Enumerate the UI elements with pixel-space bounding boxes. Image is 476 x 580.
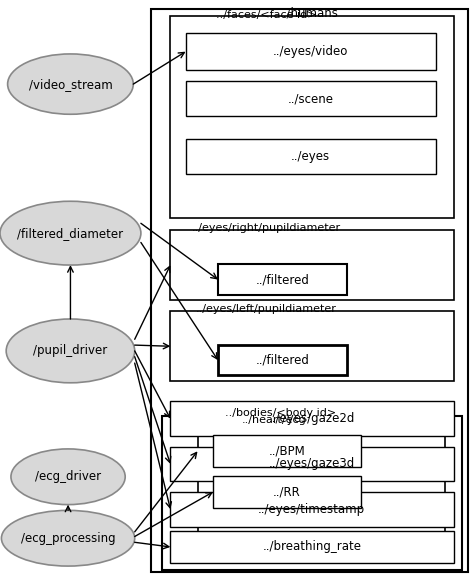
Text: ../eyes/gaze3d: ../eyes/gaze3d — [268, 458, 355, 470]
Text: ../filtered: ../filtered — [255, 273, 309, 286]
Bar — [218, 345, 347, 375]
Bar — [162, 416, 462, 570]
Bar — [170, 531, 454, 563]
Text: ../eyes/left/pupildiameter: ../eyes/left/pupildiameter — [196, 304, 337, 314]
Bar — [170, 447, 454, 481]
Bar — [151, 9, 468, 572]
Bar — [186, 81, 436, 116]
Bar — [170, 311, 454, 381]
Text: ../breathing_rate: ../breathing_rate — [262, 541, 361, 553]
Text: ../eyes/right/pupildiameter: ../eyes/right/pupildiameter — [192, 223, 341, 233]
Text: /ecg_processing: /ecg_processing — [21, 532, 115, 545]
Text: ../bodies/<body id>: ../bodies/<body id> — [225, 408, 337, 418]
Bar — [186, 139, 436, 174]
Text: ../scene: ../scene — [288, 92, 333, 105]
Bar — [170, 230, 454, 300]
Ellipse shape — [11, 449, 125, 505]
Text: ../filtered: ../filtered — [255, 354, 309, 367]
Ellipse shape — [1, 510, 135, 566]
Text: /filtered_diameter: /filtered_diameter — [18, 227, 123, 240]
Text: ../eyes/video: ../eyes/video — [273, 45, 348, 58]
Text: /pupil_driver: /pupil_driver — [33, 345, 108, 357]
Text: ../eyes: ../eyes — [291, 150, 330, 163]
Text: ../faces/<face id>: ../faces/<face id> — [216, 10, 317, 20]
Bar — [170, 401, 454, 436]
Bar — [198, 423, 445, 532]
Bar — [170, 16, 454, 218]
Text: ../heart/ecg: ../heart/ecg — [241, 415, 306, 425]
Ellipse shape — [0, 201, 141, 265]
Text: /video_stream: /video_stream — [29, 78, 112, 90]
Bar — [213, 476, 361, 508]
Ellipse shape — [8, 54, 133, 114]
Text: ../eyes/gaze2d: ../eyes/gaze2d — [268, 412, 355, 425]
Text: ../BPM: ../BPM — [268, 445, 306, 458]
Text: /ecg_driver: /ecg_driver — [35, 470, 101, 483]
Text: ../humans: ../humans — [280, 7, 339, 20]
Bar — [170, 492, 454, 527]
Text: ../RR: ../RR — [273, 485, 301, 498]
Bar — [213, 435, 361, 467]
Bar — [186, 33, 436, 70]
Text: ../eyes/timestamp: ../eyes/timestamp — [258, 503, 366, 516]
Bar — [218, 264, 347, 295]
Ellipse shape — [6, 319, 135, 383]
